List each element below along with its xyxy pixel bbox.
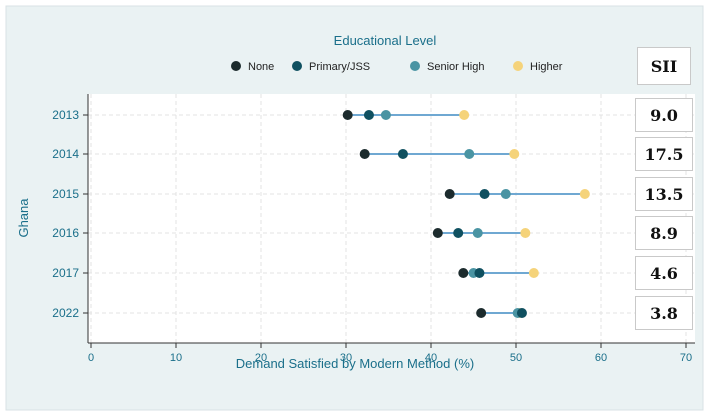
point-none-2016 — [432, 228, 443, 238]
sii-value-2022: 3.8 — [635, 296, 693, 330]
point-higher-2015 — [579, 189, 590, 199]
plot-area — [88, 94, 695, 343]
point-none-2015 — [444, 189, 455, 199]
y-tick-label: 2015 — [52, 187, 79, 201]
point-higher-2014 — [509, 149, 520, 159]
legend-label: Senior High — [427, 61, 484, 73]
sii-value-2014: 17.5 — [635, 137, 693, 171]
x-tick-label: 70 — [680, 352, 692, 364]
data-points — [342, 110, 590, 318]
point-none-2013 — [342, 110, 353, 120]
point-primary-jss-2022 — [516, 308, 527, 318]
point-none-2022 — [476, 308, 487, 318]
point-higher-2016 — [520, 228, 531, 238]
x-tick-label: 40 — [425, 352, 437, 364]
point-primary-jss-2017 — [474, 268, 485, 278]
x-tick-label: 20 — [255, 352, 267, 364]
y-tick-label: 2017 — [52, 266, 79, 280]
sii-value-2015: 13.5 — [635, 177, 693, 211]
point-senior-high-2015 — [500, 189, 511, 199]
point-higher-2013 — [459, 110, 470, 120]
sii-value-2016: 8.9 — [635, 216, 693, 250]
legend-marker — [231, 61, 241, 71]
legend-label: None — [248, 61, 274, 73]
point-higher-2017 — [528, 268, 539, 278]
sii-value-2013: 9.0 — [635, 98, 693, 132]
legend-title: Educational Level — [334, 33, 437, 48]
sii-header: SII — [637, 47, 691, 85]
x-tick-label: 60 — [595, 352, 607, 364]
x-axis-title: Demand Satisfied by Modern Method (%) — [236, 356, 474, 371]
x-tick-label: 0 — [88, 352, 94, 364]
legend-marker — [410, 61, 420, 71]
x-axis-ticks: 0 10 20 30 40 50 60 70 — [88, 343, 692, 364]
point-primary-jss-2013 — [363, 110, 374, 120]
axes — [87, 94, 695, 344]
legend-label: Primary/JSS — [309, 61, 370, 73]
point-none-2017 — [458, 268, 469, 278]
legend-marker — [513, 61, 523, 71]
legend-marker — [292, 61, 302, 71]
y-tick-label: 2013 — [52, 108, 79, 122]
point-primary-jss-2015 — [479, 189, 490, 199]
x-tick-label: 30 — [340, 352, 352, 364]
y-axis-ticks: 2013 2014 2015 2016 2017 2022 — [52, 108, 88, 320]
point-primary-jss-2014 — [397, 149, 408, 159]
x-tick-label: 50 — [510, 352, 522, 364]
y-tick-label: 2016 — [52, 226, 79, 240]
point-senior-high-2013 — [380, 110, 391, 120]
point-primary-jss-2016 — [453, 228, 464, 238]
point-none-2014 — [359, 149, 370, 159]
sii-value-2017: 4.6 — [635, 256, 693, 290]
point-senior-high-2014 — [464, 149, 475, 159]
x-tick-label: 10 — [170, 352, 182, 364]
y-tick-label: 2022 — [52, 306, 79, 320]
point-senior-high-2016 — [472, 228, 483, 238]
y-tick-label: 2014 — [52, 147, 79, 161]
y-axis-title: Ghana — [16, 198, 31, 238]
legend-label: Higher — [530, 61, 563, 73]
legend: None Primary/JSS Senior High Higher — [231, 61, 563, 73]
